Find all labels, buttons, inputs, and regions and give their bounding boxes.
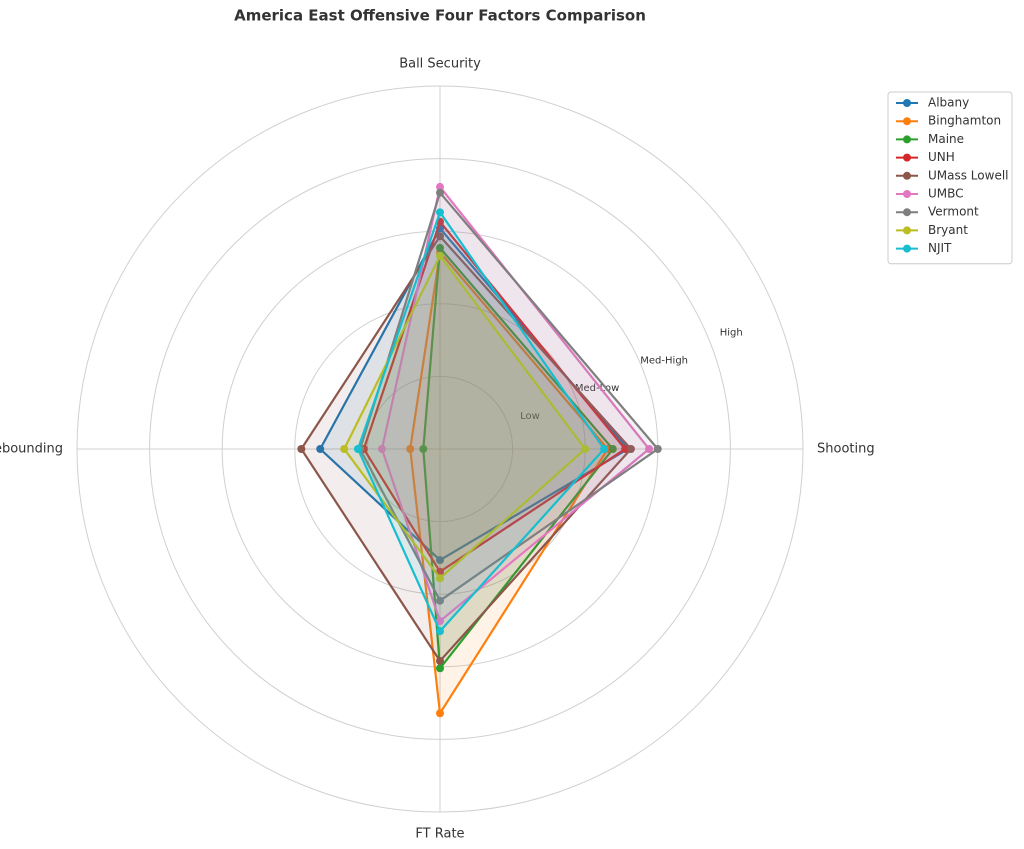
axis-label: Ball Security — [399, 57, 481, 72]
chart-title: America East Offensive Four Factors Comp… — [234, 7, 646, 25]
legend-box — [887, 91, 1013, 265]
legend-label: Binghamton — [928, 114, 1001, 128]
point — [621, 445, 630, 453]
point — [316, 445, 325, 453]
point — [436, 617, 444, 626]
point — [436, 243, 444, 252]
legend-label: Vermont — [928, 205, 979, 219]
point — [436, 182, 444, 191]
point — [436, 232, 444, 241]
legend-label: Maine — [928, 132, 964, 146]
point — [608, 445, 617, 453]
legend-marker — [903, 244, 911, 253]
point — [581, 445, 590, 453]
legend-marker — [903, 135, 911, 144]
point — [340, 445, 349, 453]
point — [419, 445, 428, 453]
legend-marker — [903, 190, 911, 198]
point — [436, 656, 444, 665]
point — [436, 208, 444, 217]
point — [436, 556, 444, 565]
axis-label: Shooting — [817, 442, 875, 457]
legend-label: NJIT — [928, 241, 952, 255]
axis-label: Off Rebounding — [0, 442, 63, 457]
legend-marker — [903, 226, 911, 235]
r-tick-label: Med-High — [640, 355, 688, 366]
point — [436, 627, 444, 636]
point — [436, 709, 444, 718]
point — [353, 445, 362, 453]
point — [436, 251, 444, 260]
point — [645, 445, 654, 453]
legend-label: UMBC — [928, 187, 964, 201]
point — [436, 664, 444, 673]
point — [626, 445, 635, 453]
r-tick-label: High — [720, 328, 743, 339]
point — [297, 445, 306, 453]
r-tick-label: Low — [520, 411, 540, 422]
axis-label: FT Rate — [415, 827, 464, 842]
point — [406, 445, 415, 453]
legend-label: Bryant — [928, 223, 968, 237]
legend-label: UMass Lowell — [928, 168, 1009, 182]
point — [600, 445, 609, 453]
legend-marker — [903, 171, 911, 180]
legend-label: Albany — [928, 96, 969, 110]
legend-marker — [903, 153, 911, 162]
legend-marker — [903, 117, 911, 126]
legend-marker — [903, 208, 911, 217]
legend-marker — [903, 99, 911, 107]
point — [436, 574, 444, 583]
point — [436, 188, 444, 197]
point — [653, 445, 662, 453]
r-tick-label: Med-Low — [575, 383, 619, 394]
point — [377, 445, 386, 453]
legend-label: UNH — [928, 150, 955, 164]
point — [436, 596, 444, 605]
